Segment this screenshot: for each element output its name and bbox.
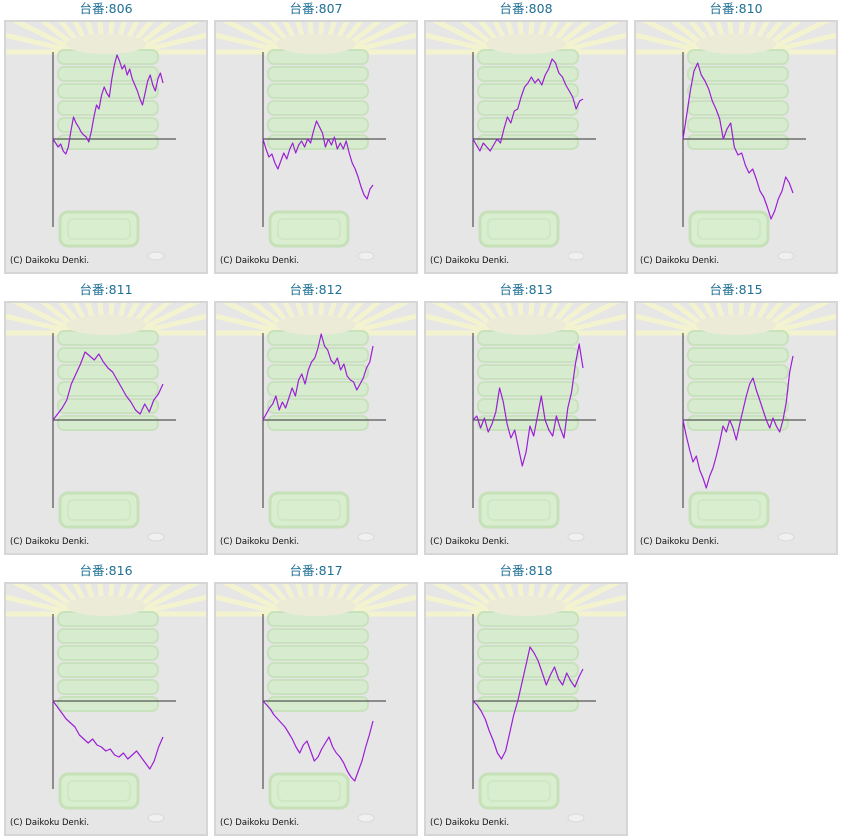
slump-graph <box>636 22 836 261</box>
copyright-text: (C) Daikoku Denki. <box>10 537 90 547</box>
slump-line <box>52 54 164 155</box>
machine-watermark <box>216 22 416 261</box>
graph-card: 台番:808 (C) Daikoku Denki. <box>424 0 628 274</box>
machine-title-link[interactable]: 台番:813 <box>499 282 553 297</box>
slump-graph <box>216 303 416 542</box>
machine-watermark <box>636 303 836 542</box>
copyright-text: (C) Daikoku Denki. <box>220 818 300 828</box>
copyright-text: (C) Daikoku Denki. <box>640 537 720 547</box>
machine-title-link[interactable]: 台番:808 <box>499 1 553 16</box>
graph-card: 台番:806 (C) Daikoku Denki. <box>4 0 208 274</box>
slump-graph-panel[interactable]: (C) Daikoku Denki. <box>214 20 418 274</box>
machine-watermark <box>426 22 626 261</box>
slump-graph-panel[interactable]: (C) Daikoku Denki. <box>4 582 208 836</box>
machine-title-link[interactable]: 台番:816 <box>79 563 133 578</box>
slump-graph <box>426 22 626 261</box>
slump-graph <box>426 584 626 823</box>
machine-title-link[interactable]: 台番:807 <box>289 1 343 16</box>
slump-line <box>682 355 794 489</box>
slump-line <box>682 62 794 220</box>
slump-line <box>52 351 164 421</box>
graph-card: 台番:815 (C) Daikoku Denki. <box>634 281 838 555</box>
machine-title-link[interactable]: 台番:815 <box>709 282 763 297</box>
machine-title-link[interactable]: 台番:817 <box>289 563 343 578</box>
slump-line <box>262 120 374 200</box>
graph-card: 台番:816 (C) Daikoku Denki. <box>4 562 208 836</box>
slump-graph <box>6 22 206 261</box>
copyright-text: (C) Daikoku Denki. <box>430 256 510 266</box>
copyright-text: (C) Daikoku Denki. <box>640 256 720 266</box>
machine-title-link[interactable]: 台番:818 <box>499 563 553 578</box>
machine-watermark <box>426 584 626 823</box>
slump-graph <box>426 303 626 542</box>
machine-title-link[interactable]: 台番:811 <box>79 282 133 297</box>
slump-graph-panel[interactable]: (C) Daikoku Denki. <box>634 301 838 555</box>
slump-graph-panel[interactable]: (C) Daikoku Denki. <box>424 582 628 836</box>
slump-graph-panel[interactable]: (C) Daikoku Denki. <box>4 20 208 274</box>
copyright-text: (C) Daikoku Denki. <box>430 818 510 828</box>
graph-card: 台番:813 (C) Daikoku Denki. <box>424 281 628 555</box>
slump-line <box>472 343 584 467</box>
slump-graph-panel[interactable]: (C) Daikoku Denki. <box>424 20 628 274</box>
graph-card: 台番:812 (C) Daikoku Denki. <box>214 281 418 555</box>
machine-watermark <box>216 303 416 542</box>
copyright-text: (C) Daikoku Denki. <box>220 256 300 266</box>
copyright-text: (C) Daikoku Denki. <box>430 537 510 547</box>
slump-graph-panel[interactable]: (C) Daikoku Denki. <box>634 20 838 274</box>
graph-card: 台番:818 (C) Daikoku Denki. <box>424 562 628 836</box>
slump-graph-panel[interactable]: (C) Daikoku Denki. <box>4 301 208 555</box>
slump-graph <box>6 303 206 542</box>
slump-graph-panel[interactable]: (C) Daikoku Denki. <box>214 301 418 555</box>
slump-graph <box>6 584 206 823</box>
machine-watermark <box>636 22 836 261</box>
slump-line <box>52 700 164 770</box>
slump-line <box>472 58 584 152</box>
machine-watermark <box>6 303 206 542</box>
machine-watermark <box>426 303 626 542</box>
slump-graph-panel[interactable]: (C) Daikoku Denki. <box>214 582 418 836</box>
copyright-text: (C) Daikoku Denki. <box>220 537 300 547</box>
machine-title-link[interactable]: 台番:812 <box>289 282 343 297</box>
machine-watermark <box>6 584 206 823</box>
slump-graph <box>216 584 416 823</box>
slump-graph <box>636 303 836 542</box>
machine-watermark <box>216 584 416 823</box>
machine-watermark <box>6 22 206 261</box>
graph-card: 台番:817 (C) Daikoku Denki. <box>214 562 418 836</box>
slump-graph-panel[interactable]: (C) Daikoku Denki. <box>424 301 628 555</box>
machine-title-link[interactable]: 台番:810 <box>709 1 763 16</box>
graph-card: 台番:810 (C) Daikoku Denki. <box>634 0 838 274</box>
slump-line <box>472 646 584 760</box>
copyright-text: (C) Daikoku Denki. <box>10 818 90 828</box>
copyright-text: (C) Daikoku Denki. <box>10 256 90 266</box>
graph-card: 台番:811 (C) Daikoku Denki. <box>4 281 208 555</box>
slump-line <box>262 700 374 782</box>
slump-graph <box>216 22 416 261</box>
slump-line <box>262 333 374 421</box>
graph-card: 台番:807 (C) Daikoku Denki. <box>214 0 418 274</box>
machine-title-link[interactable]: 台番:806 <box>79 1 133 16</box>
